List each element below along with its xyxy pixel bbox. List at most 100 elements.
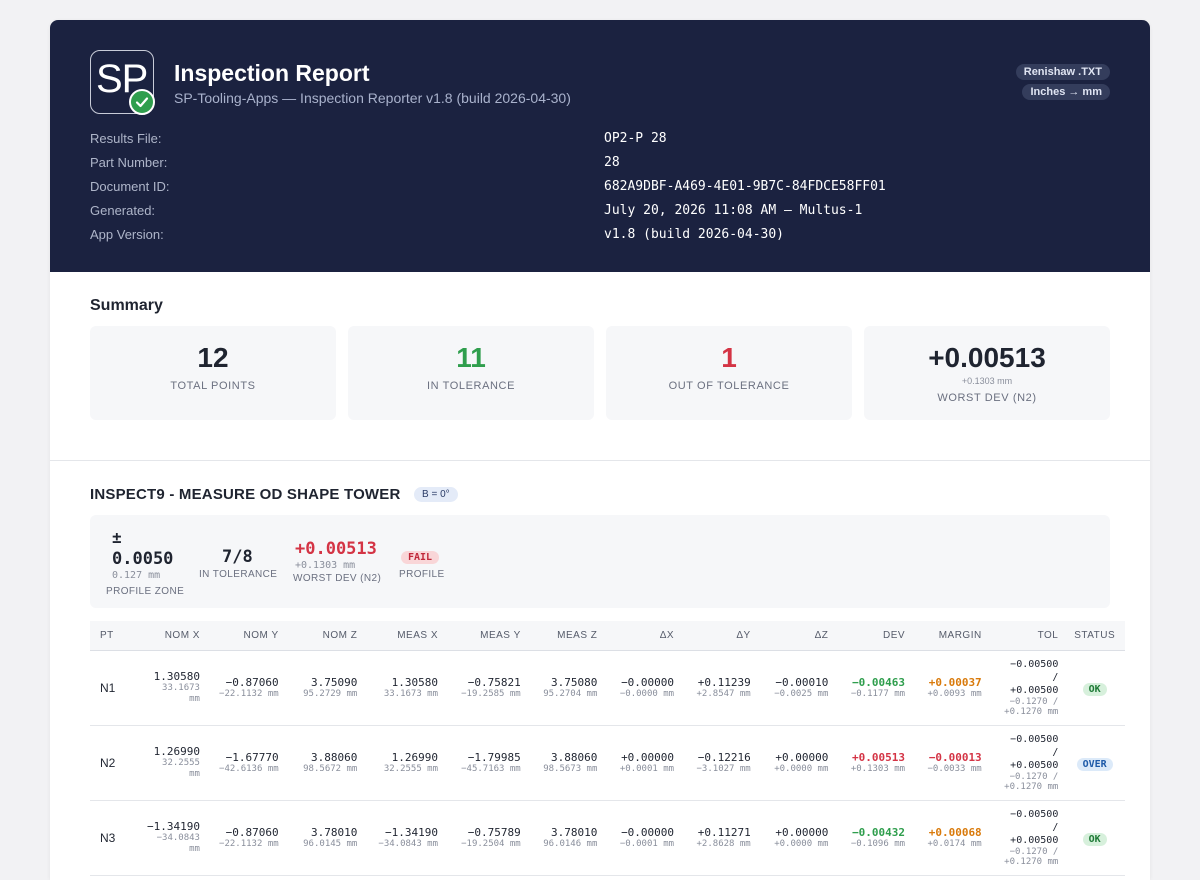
margin-mm: −0.0033 mm bbox=[927, 763, 982, 774]
in-tol-label: IN TOLERANCE bbox=[199, 569, 278, 580]
cell-value: 1.26990 32.2555 mm bbox=[140, 725, 206, 801]
profile-fail-badge: FAIL bbox=[401, 551, 440, 564]
value-mm: +2.8547 mm bbox=[696, 688, 751, 699]
tol-separator: / bbox=[1052, 747, 1059, 758]
value-mm: +2.8628 mm bbox=[696, 838, 751, 849]
value-inch: +0.00000 bbox=[775, 750, 829, 764]
value-mm: 33.1673 mm bbox=[383, 688, 439, 699]
value-inch: −1.79985 bbox=[467, 750, 521, 764]
cell-tol: −0.00500 / +0.00500 −0.1270 /+0.1270 mm bbox=[987, 800, 1065, 876]
zone-label: PROFILE ZONE bbox=[106, 586, 185, 597]
value-mm: 32.2555 mm bbox=[383, 763, 439, 774]
cell-value: −1.79985 −45.7163 mm bbox=[444, 725, 527, 801]
app-logo: SP bbox=[90, 50, 155, 115]
value-mm: +0.0000 mm bbox=[774, 838, 829, 849]
cell-value: 3.88060 98.5672 mm bbox=[284, 725, 364, 801]
stat-value: 12 bbox=[197, 342, 229, 373]
value-inch: 1.30580 bbox=[391, 675, 439, 689]
value-inch: −0.87060 bbox=[225, 825, 279, 839]
value-mm: 98.5672 mm bbox=[303, 763, 358, 774]
value-mm: −0.0000 mm bbox=[619, 688, 675, 699]
cell-value: −0.75821 −19.2585 mm bbox=[444, 650, 527, 726]
value-mm: −42.6136 mm bbox=[219, 763, 279, 774]
cell-value: −0.00010 −0.0025 mm bbox=[756, 650, 835, 726]
tol-mm-upper: +0.1270 mm bbox=[1004, 782, 1059, 792]
tol-upper: +0.00500 bbox=[1010, 685, 1059, 696]
meta-value-results-file: OP2-P 28 bbox=[604, 131, 667, 146]
value-inch: −1.67770 bbox=[225, 750, 279, 764]
page-title: Inspection Report bbox=[174, 60, 370, 86]
value-inch: 1.26990 bbox=[391, 750, 439, 764]
stat-total-points: 12 TOTAL POINTS bbox=[90, 326, 336, 420]
report-card: SP Inspection Report SP-Tooling-Apps — I… bbox=[50, 20, 1150, 880]
tol-separator: / bbox=[1052, 822, 1059, 833]
tol-mm-upper: +0.1270 mm bbox=[1004, 857, 1059, 867]
cell-value: −0.00000 −0.0001 mm bbox=[603, 800, 681, 876]
meta-label-generated: Generated: bbox=[90, 203, 156, 218]
col-header-status: STATUS bbox=[1064, 621, 1125, 651]
value-mm: −19.2504 mm bbox=[461, 838, 521, 849]
cell-value: −0.87060 −22.1132 mm bbox=[205, 800, 285, 876]
table-row: N1 1.30580 33.1673 mm −0.87060 −22.1132 mm 3.… bbox=[90, 650, 1125, 726]
cell-margin: +0.00068 +0.0174 mm bbox=[911, 800, 988, 876]
dev-inch: −0.00463 bbox=[852, 675, 906, 689]
cell-value: −1.34190 −34.0843 mm bbox=[363, 800, 445, 876]
value-inch: +0.00000 bbox=[775, 825, 829, 839]
value-inch: −0.12216 bbox=[697, 750, 751, 764]
value-inch: 3.75080 bbox=[551, 675, 598, 689]
value-inch: 1.26990 bbox=[153, 745, 200, 758]
table-row: N2 1.26990 32.2555 mm −1.67770 −42.6136 mm 3.… bbox=[90, 725, 1125, 801]
meta-label-app-version: App Version: bbox=[90, 227, 164, 242]
value-mm: 33.1673 mm bbox=[162, 683, 200, 704]
tol-mm-lower: −0.1270 / bbox=[1009, 847, 1059, 857]
tol-mm-lower: −0.1270 / bbox=[1009, 697, 1059, 707]
zone-pm: ± bbox=[112, 528, 122, 547]
value-mm: −3.1027 mm bbox=[696, 763, 751, 774]
meta-value-generated: July 20, 2026 11:08 AM — Multus-1 bbox=[604, 203, 863, 218]
meta-label-document-id: Document ID: bbox=[90, 179, 170, 194]
stat-out-of-tolerance: 1 OUT OF TOLERANCE bbox=[606, 326, 852, 420]
value-mm: −34.0843 mm bbox=[156, 833, 200, 854]
col-header-dev: DEV bbox=[834, 621, 912, 651]
source-format-badge: Renishaw .TXT bbox=[1015, 64, 1110, 80]
cell-status: OVER bbox=[1064, 725, 1125, 801]
stat-worst-dev: +0.00513 +0.1303 mm WORST DEV (N2) bbox=[864, 326, 1110, 420]
cell-value: −0.00000 −0.0000 mm bbox=[603, 650, 681, 726]
dev-inch: +0.00513 bbox=[852, 750, 906, 764]
col-header-meas-z: MEAS Z bbox=[526, 621, 604, 651]
value-inch: 3.78010 bbox=[551, 825, 598, 839]
margin-inch: −0.00013 bbox=[928, 750, 982, 764]
value-inch: −0.75821 bbox=[467, 675, 521, 689]
cell-point-id: N2 bbox=[90, 725, 141, 801]
value-mm: −19.2585 mm bbox=[461, 688, 521, 699]
unit-conversion-badge: Inches → mm bbox=[1022, 84, 1110, 100]
value-inch: −0.87060 bbox=[225, 675, 279, 689]
cell-tol: −0.00500 / +0.00500 −0.1270 /+0.1270 mm bbox=[987, 650, 1065, 726]
col-header-pt: PT bbox=[90, 621, 141, 651]
tol-separator: / bbox=[1052, 672, 1059, 683]
col-header-delta-z: ΔZ bbox=[756, 621, 835, 651]
stat-label: WORST DEV (N2) bbox=[937, 392, 1037, 404]
dev-mm: +0.1303 mm bbox=[850, 763, 906, 774]
margin-inch: +0.00068 bbox=[928, 825, 982, 839]
stat-value: 11 bbox=[456, 342, 486, 373]
dev-inch: −0.00432 bbox=[852, 825, 906, 839]
stat-label: IN TOLERANCE bbox=[426, 380, 516, 392]
status-badge: OK bbox=[1082, 832, 1107, 846]
value-inch: −1.34190 bbox=[147, 820, 200, 833]
cell-value: +0.11271 +2.8628 mm bbox=[680, 800, 757, 876]
section-divider bbox=[50, 460, 1150, 461]
col-header-delta-x: ΔX bbox=[603, 621, 681, 651]
value-inch: −0.00000 bbox=[621, 675, 675, 689]
page-subtitle: SP-Tooling-Apps — Inspection Reporter v1… bbox=[174, 90, 571, 106]
dev-mm: −0.1177 mm bbox=[850, 688, 906, 699]
col-header-delta-y: ΔY bbox=[680, 621, 757, 651]
margin-mm: +0.0093 mm bbox=[927, 688, 982, 699]
value-mm: +0.0001 mm bbox=[619, 763, 675, 774]
table-body: N1 1.30580 33.1673 mm −0.87060 −22.1132 mm 3.… bbox=[90, 650, 1125, 876]
meta-value-document-id: 682A9DBF-A469-4E01-9B7C-84FDCE58FF01 bbox=[604, 179, 886, 194]
value-inch: 3.78010 bbox=[310, 825, 358, 839]
worst-dev-value: +0.00513 bbox=[295, 539, 377, 559]
inspection-summary: ± 0.0050 0.127 mm PROFILE ZONE 7/8 IN TO… bbox=[90, 515, 1110, 608]
meta-label-part-number: Part Number: bbox=[90, 155, 168, 170]
